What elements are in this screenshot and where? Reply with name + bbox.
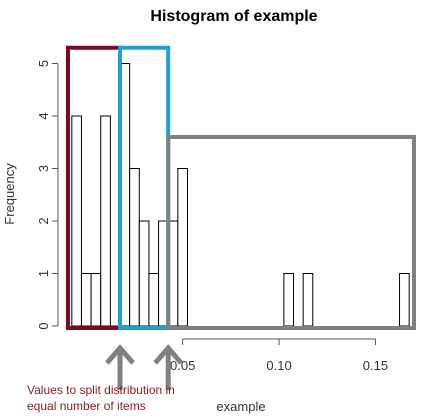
- histogram-bar: [138, 220, 150, 327]
- y-tick-label: 1: [36, 270, 51, 277]
- arrow-head: [153, 344, 184, 365]
- histogram-bar: [80, 273, 92, 327]
- histogram-bars: [71, 63, 410, 327]
- histogram-bar: [90, 273, 102, 327]
- histogram-bar: [71, 115, 82, 327]
- histogram-bar: [148, 273, 160, 327]
- histogram-bar: [100, 115, 111, 327]
- y-tick-label: 0: [36, 322, 51, 329]
- y-tick-label: 2: [36, 217, 51, 224]
- x-tick-label: 0.05: [170, 358, 195, 373]
- x-axis-label: example: [216, 399, 265, 414]
- x-axis: 0.05 0.10 0.15: [170, 338, 388, 373]
- annotation-line-2: equal number of items: [27, 399, 146, 413]
- x-tick-label: 0.10: [266, 358, 291, 373]
- histogram-bar: [129, 168, 140, 327]
- arrow-head: [105, 344, 135, 365]
- y-tick-label: 4: [36, 112, 51, 119]
- split-arrows: [105, 344, 184, 390]
- y-axis-label: Frequency: [2, 163, 17, 225]
- annotation-line-1: Values to split distribution in: [27, 383, 175, 397]
- chart-title: Histogram of example: [150, 8, 317, 25]
- histogram-bar: [302, 273, 314, 327]
- histogram-bar: [399, 273, 410, 327]
- x-tick-label: 0.15: [363, 358, 388, 373]
- histogram-bar: [177, 168, 188, 327]
- highlight-box: [166, 135, 416, 330]
- highlight-boxes: [65, 45, 416, 330]
- y-tick-label: 3: [36, 165, 51, 172]
- y-tick-label: 5: [36, 60, 51, 67]
- histogram-bar: [283, 273, 295, 327]
- y-axis: 0 1 2 3 4 5: [36, 60, 59, 330]
